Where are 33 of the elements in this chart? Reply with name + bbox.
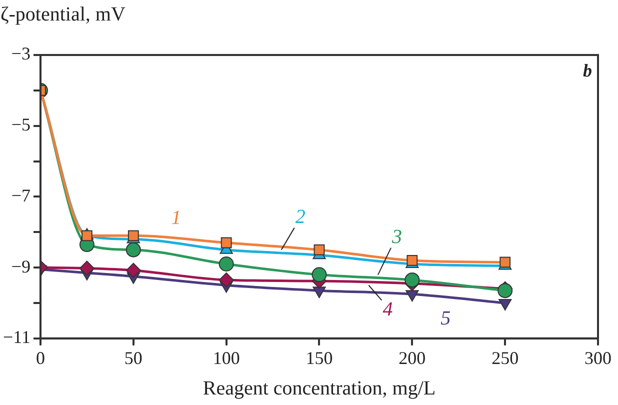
x-tick-label: 300	[584, 348, 612, 368]
y-tick-label: −7	[11, 185, 30, 206]
point	[126, 242, 141, 258]
point	[81, 230, 92, 242]
point	[126, 262, 141, 278]
point	[406, 290, 419, 302]
x-tick-label: 250	[492, 348, 519, 368]
annotation: b	[583, 60, 592, 81]
x-tick-label: 100	[212, 348, 240, 368]
point	[404, 272, 420, 288]
x-tick-label: 150	[306, 348, 333, 368]
point	[218, 272, 234, 288]
point	[220, 237, 232, 248]
y-tick-label: −3	[11, 44, 30, 64]
point	[218, 256, 234, 272]
series-label: 3	[390, 226, 402, 248]
y-axis-title: ζ-potential, mV	[0, 3, 126, 26]
x-tick-label: 0	[36, 348, 45, 368]
series-label: 1	[171, 207, 182, 230]
point	[79, 260, 94, 276]
point	[314, 244, 325, 256]
x-tick-label: 50	[124, 348, 142, 368]
y-tick-label: −5	[11, 114, 30, 135]
y-tick-label: −11	[3, 327, 30, 348]
point	[312, 286, 326, 298]
series-label: 5	[440, 308, 451, 330]
x-axis-title: Reagent concentration, mg/L	[202, 377, 436, 400]
x-tick-label: 200	[398, 348, 426, 368]
point	[312, 267, 327, 282]
y-tick-label: −9	[11, 256, 30, 276]
series-label: 2	[295, 206, 306, 228]
point	[498, 298, 512, 310]
series-label: 4	[382, 298, 393, 320]
